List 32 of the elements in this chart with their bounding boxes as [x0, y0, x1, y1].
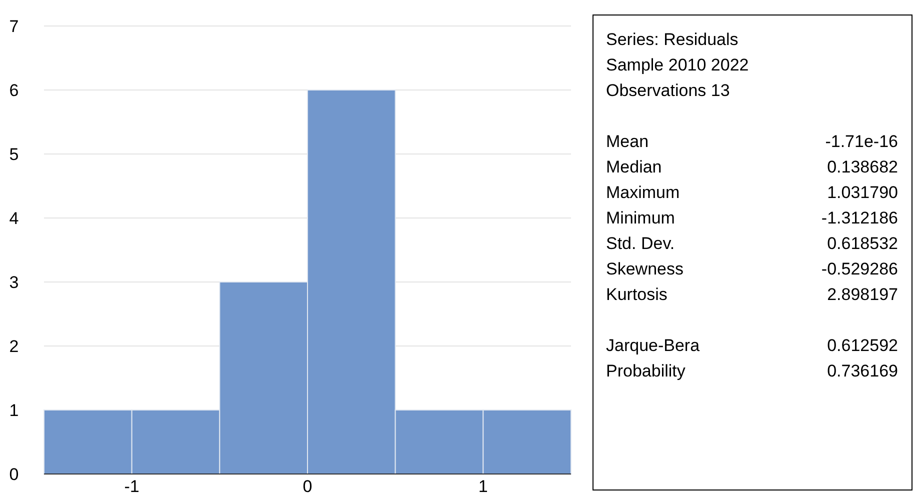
- category-label: Skewness: [606, 260, 684, 278]
- text: 0.612592: [827, 336, 898, 355]
- category-label: Maximum: [606, 183, 680, 202]
- text: 0.618532: [827, 234, 898, 253]
- category-label: Std. Dev.: [606, 234, 675, 253]
- y-tick-label: 4: [9, 208, 19, 228]
- text: 0.736169: [827, 362, 898, 380]
- x-tick-label: 1: [478, 477, 488, 496]
- category-label: Kurtosis: [606, 285, 668, 304]
- y-tick-label: 2: [9, 336, 19, 356]
- text: Observations 13: [606, 81, 730, 100]
- category-label: Median: [606, 158, 662, 176]
- text: -0.529286: [821, 260, 898, 278]
- text: -1.71e-16: [825, 132, 898, 151]
- x-tick-label: -1: [124, 477, 140, 496]
- x-tick-label: 0: [302, 477, 312, 496]
- y-tick-label: 0: [9, 464, 19, 484]
- y-tick-label: 1: [9, 400, 19, 420]
- y-tick-label: 3: [9, 272, 19, 292]
- category-label: Mean: [606, 132, 649, 151]
- text: 2.898197: [827, 285, 898, 304]
- y-tick-label: 6: [9, 80, 19, 100]
- text: Series: Residuals: [606, 30, 738, 49]
- text: 1.031790: [827, 183, 898, 202]
- text: Sample 2010 2022: [606, 56, 749, 74]
- category-label: Minimum: [606, 208, 675, 228]
- category-label: Jarque-Bera: [606, 336, 700, 355]
- text: 0.138682: [827, 158, 898, 176]
- text: -1.312186: [821, 208, 898, 228]
- y-tick-label: 5: [9, 144, 19, 164]
- y-tick-label: 7: [9, 16, 19, 36]
- category-label: Probability: [606, 362, 686, 380]
